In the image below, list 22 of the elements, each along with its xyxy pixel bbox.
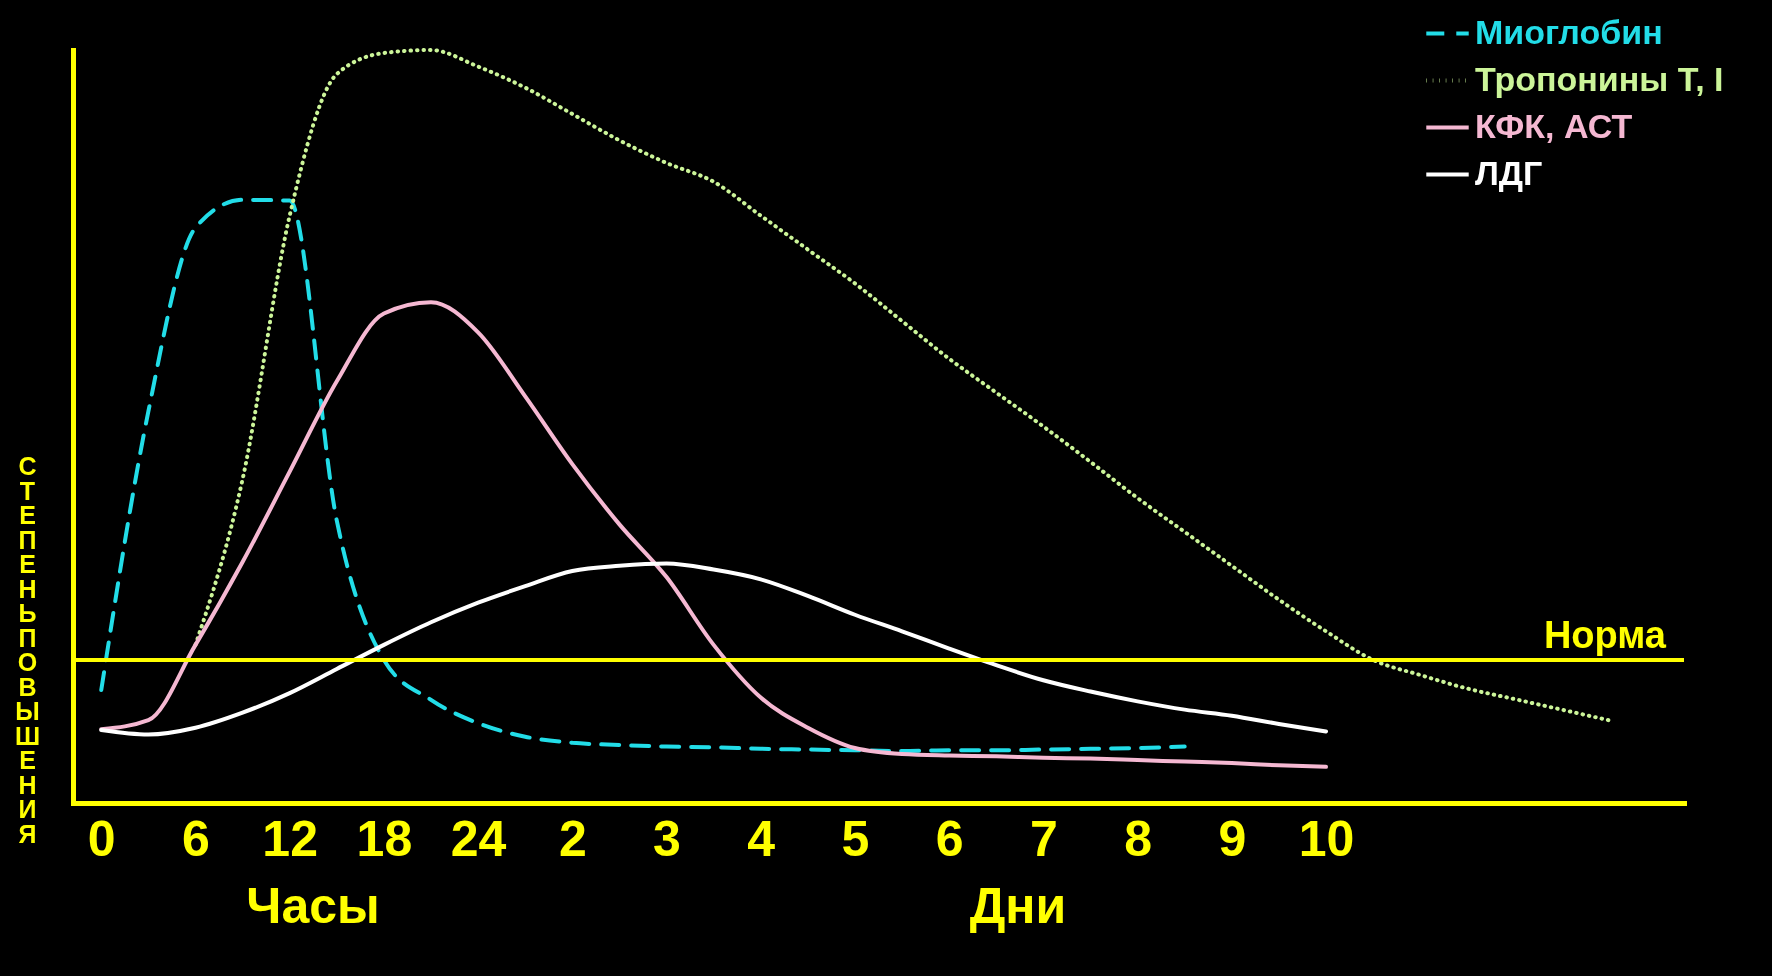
x-tick-label: 18 (356, 810, 413, 867)
x-tick-label: 6 (182, 810, 210, 867)
text: Часы (246, 878, 380, 934)
x-tick-label: 3 (653, 810, 681, 867)
x-tick-label: 8 (1124, 810, 1152, 867)
text: СТЕПЕНЬ ПОВЫШЕНИЯ (14, 452, 41, 848)
x-tick-label: 2 (558, 810, 587, 867)
x-tick-label: 12 (262, 810, 318, 867)
x-tick-label: 9 (1218, 810, 1247, 867)
x-tick-label: 5 (841, 810, 870, 867)
x-tick-label: 6 (935, 810, 964, 867)
legend-label: Тропонины Т, I (1475, 59, 1724, 98)
x-tick-label: 7 (1029, 810, 1058, 867)
ref-line-label: Норма (1543, 613, 1667, 656)
x-tick-label: 24 (450, 810, 507, 867)
legend-label: ЛДГ (1475, 153, 1543, 192)
text: Дни (969, 878, 1067, 934)
x-tick-label: 0 (87, 810, 116, 867)
legend-label: Миоглобин (1475, 12, 1663, 51)
x-tick-label: 10 (1298, 810, 1355, 867)
legend-label: КФК, АСТ (1475, 106, 1633, 145)
x-tick-label: 4 (747, 810, 776, 867)
